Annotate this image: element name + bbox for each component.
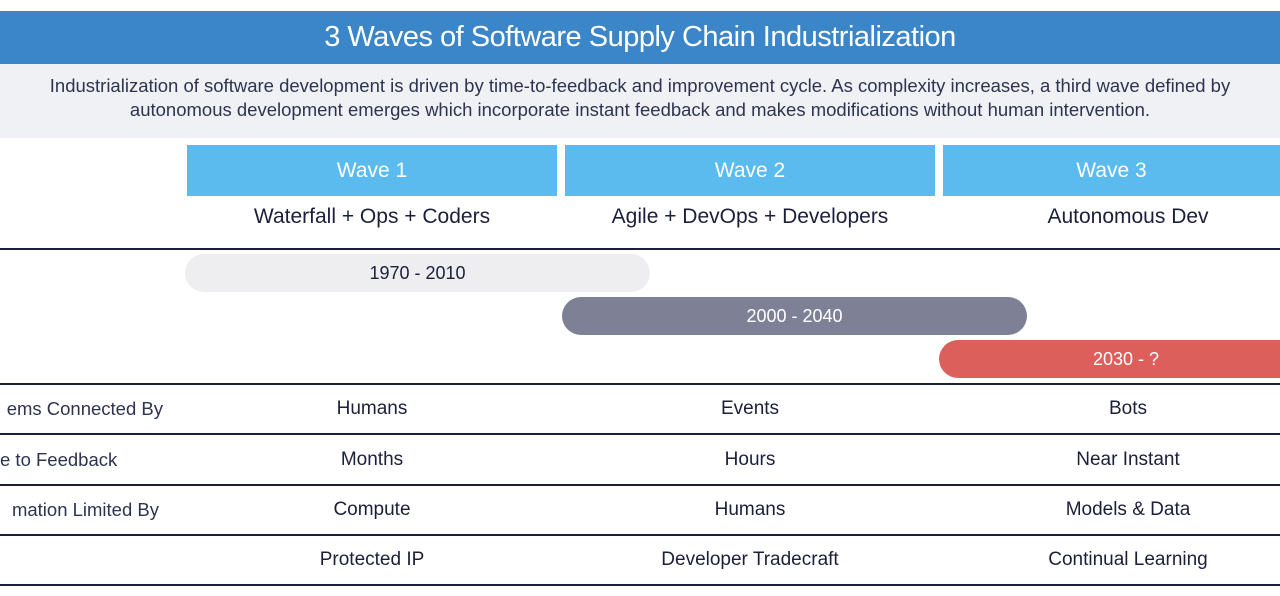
divider-line xyxy=(0,248,1280,250)
page-subtitle: Industrialization of software developmen… xyxy=(0,64,1280,138)
divider-line xyxy=(0,584,1280,586)
table-cell: Protected IP xyxy=(319,549,425,570)
divider-line xyxy=(0,383,1280,385)
row-label-connected-by: ems Connected By xyxy=(6,398,163,419)
table-cell: Developer Tradecraft xyxy=(661,549,839,570)
table-cell: Humans xyxy=(714,499,786,520)
table-cell: Months xyxy=(340,449,404,470)
row-label-limited-by: mation Limited By xyxy=(11,499,159,520)
table-cell: Hours xyxy=(724,449,776,470)
wave-2-period-bar: 2000 - 2040 xyxy=(562,297,1027,335)
table-cell: Continual Learning xyxy=(1048,549,1208,570)
wave-1-description: Waterfall + Ops + Coders xyxy=(253,205,491,228)
wave-3-header: Wave 3 xyxy=(943,145,1280,196)
wave-1-period-bar: 1970 - 2010 xyxy=(185,254,650,292)
divider-line xyxy=(0,484,1280,486)
wave-3-description: Autonomous Dev xyxy=(1047,205,1209,228)
table-cell: Compute xyxy=(333,499,411,520)
table-cell: Models & Data xyxy=(1065,499,1191,520)
row-label-blank xyxy=(0,536,180,584)
wave-2-header: Wave 2 xyxy=(565,145,935,196)
divider-line xyxy=(0,534,1280,536)
table-cell: Events xyxy=(720,398,780,419)
table-cell: Bots xyxy=(1108,398,1148,419)
table-cell: Humans xyxy=(336,398,408,419)
row-label-time-to-feedback: e to Feedback xyxy=(0,449,118,470)
wave-3-period-bar: 2030 - ? xyxy=(939,340,1280,378)
page-title: 3 Waves of Software Supply Chain Industr… xyxy=(0,11,1280,64)
divider-line xyxy=(0,433,1280,435)
table-cell: Near Instant xyxy=(1076,449,1180,470)
wave-1-header: Wave 1 xyxy=(187,145,557,196)
wave-2-description: Agile + DevOps + Developers xyxy=(611,205,889,228)
